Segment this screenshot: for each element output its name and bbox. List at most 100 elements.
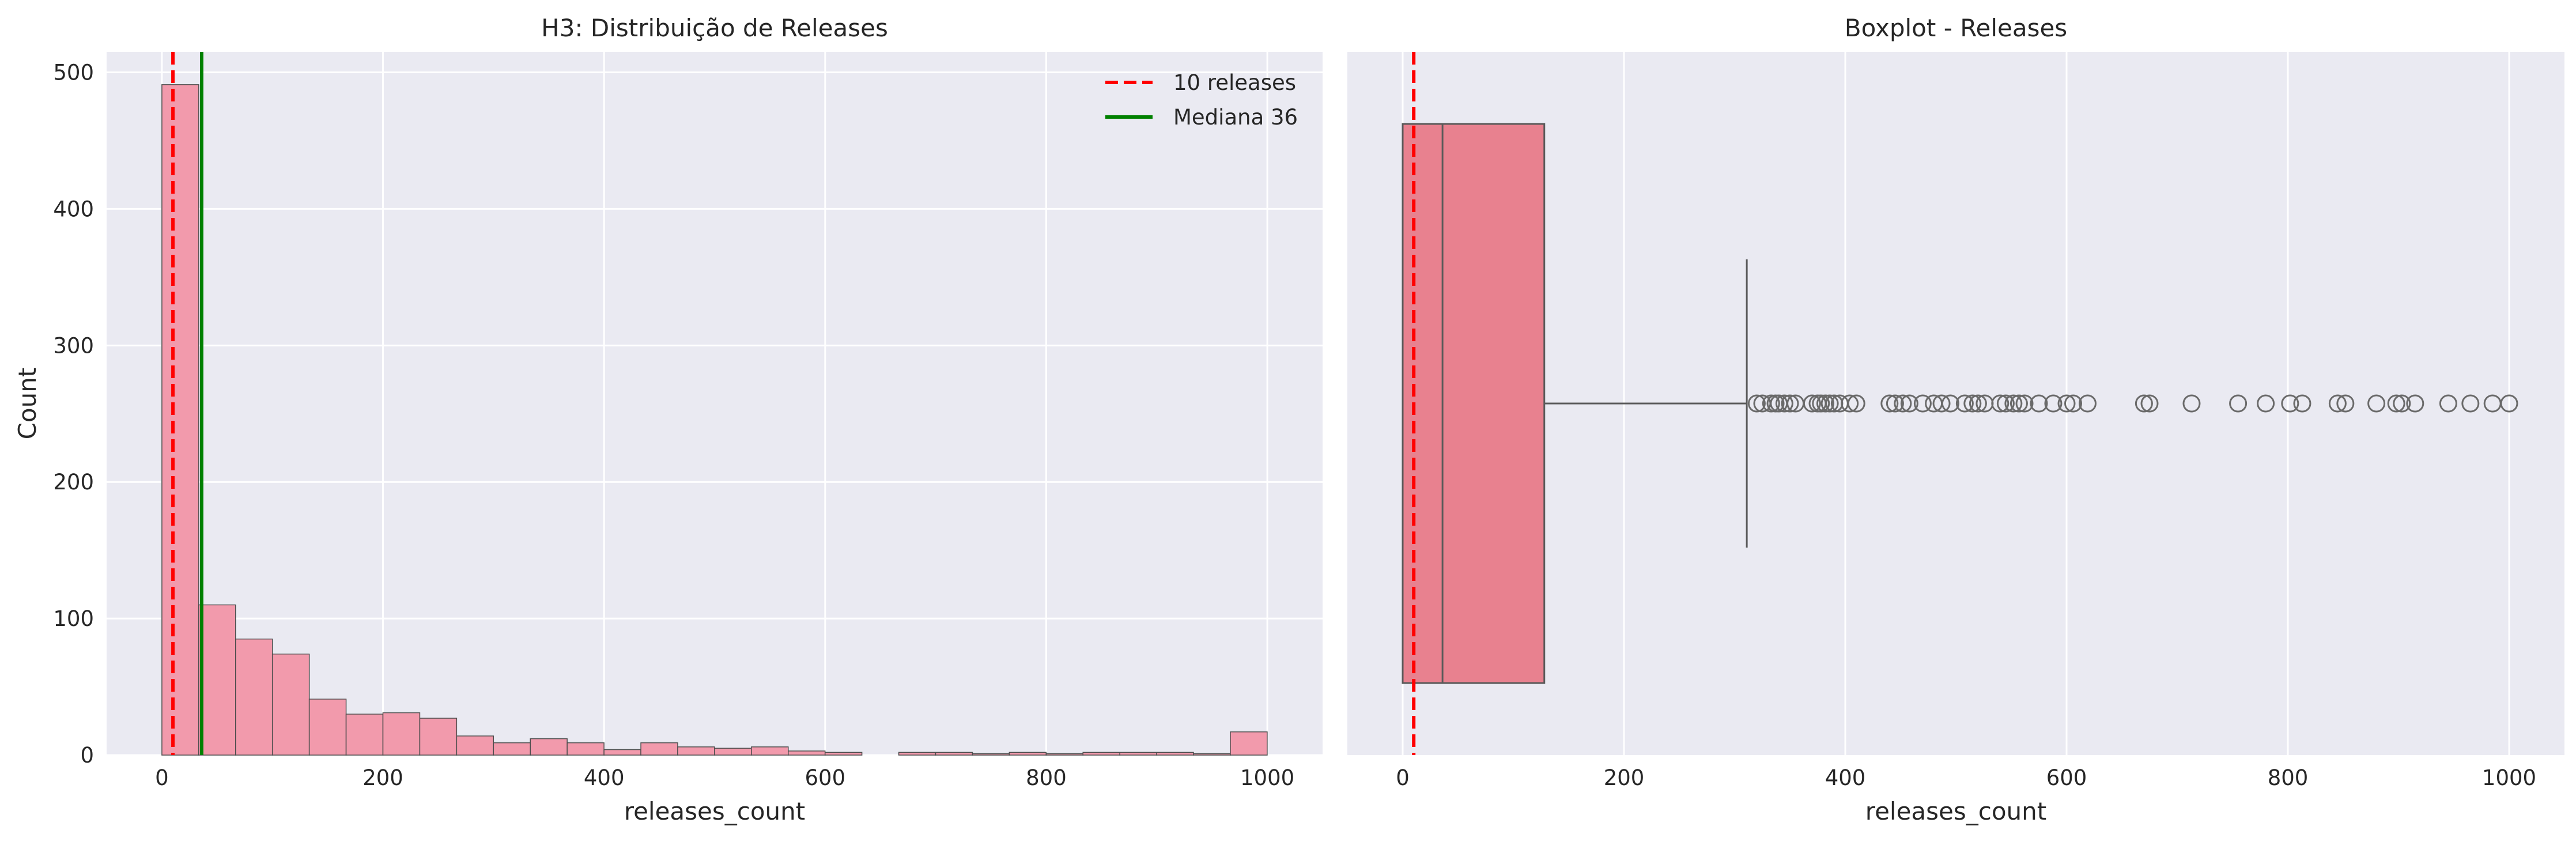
boxplot-outlier-point [2140,394,2159,413]
boxplot-x-tick: 600 [2046,765,2087,790]
histogram-bar [566,742,605,756]
boxplot-panel: 0 200 400 600 800 1000 Boxplot - Releases rel… [1347,14,2564,825]
boxplot-outlier-point [1781,394,1799,413]
boxplot-outlier-point [1955,394,1974,413]
boxplot-outlier-point [1963,394,1982,413]
histogram-bar [1045,753,1083,756]
boxplot-outlier-point [2004,394,2023,413]
boxplot-x-tick: 200 [1604,765,1645,790]
histogram-y-tick: 200 [53,470,94,495]
boxplot-outlier-point [1841,394,1859,413]
histogram-bar [1193,753,1231,756]
histogram-y-axis-label: Count [13,368,41,440]
boxplot-outlier-point [2461,394,2480,413]
boxplot-x-tick: 1000 [2482,765,2536,790]
boxplot-outliers [1747,394,2518,413]
histogram-bar [677,746,715,756]
histogram-bar [456,735,494,756]
histogram-bars [161,84,1268,756]
histogram-bar [1230,731,1268,756]
histogram-bar [382,712,421,756]
boxplot-outlier-point [2406,394,2424,413]
boxplot-outlier-point [1913,394,1932,413]
boxplot-outlier-point [2328,394,2347,413]
boxplot-outlier-point [1812,394,1830,413]
boxplot-title: Boxplot - Releases [1845,14,2067,42]
boxplot-x-axis-label: releases_count [1865,797,2047,825]
histogram-y-tick: 300 [53,333,94,358]
histogram-bar [161,84,199,756]
boxplot-outlier-point [2393,394,2411,413]
boxplot-outlier-point [1775,394,1793,413]
histogram-x-axis-label: releases_count [624,797,806,825]
histogram-panel: 0 200 400 600 800 1000 0 100 200 300 400 500 H3: D… [13,14,1323,825]
histogram-bar [824,752,863,756]
histogram-x-tick: 1000 [1240,765,1294,790]
boxplot-outlier-point [2030,394,2048,413]
boxplot-outlier-point [2010,394,2028,413]
boxplot-outlier-point [2367,394,2386,413]
legend-label-10-releases: 10 releases [1173,70,1296,95]
histogram-y-tick-labels: 0 100 200 300 400 500 [53,61,94,768]
boxplot-outlier-point [2281,394,2299,413]
histogram-bar [1009,752,1047,756]
histogram-bar [751,746,789,756]
histogram-bar [530,738,568,756]
histogram-bar [493,742,531,756]
histogram-x-tick: 200 [362,765,403,790]
histogram-y-tick: 400 [53,197,94,221]
boxplot-outlier-point [1816,394,1834,413]
boxplot-outlier-point [2064,394,2083,413]
boxplot-outlier-point [1991,394,2010,413]
histogram-bar [308,699,347,756]
histogram-bar [419,718,458,756]
boxplot-outlier-point [2293,394,2311,413]
boxplot-outlier-point [2336,394,2355,413]
histogram-bar [714,748,752,756]
histogram-bar [640,742,678,756]
boxplot-outlier-point [2229,394,2248,413]
boxplot-outlier-point [1969,394,1987,413]
histogram-y-tick: 100 [53,606,94,631]
histogram-bar [235,638,273,756]
histogram-bar [1082,752,1120,756]
histogram-bar [271,653,310,756]
histogram-x-tick-labels: 0 200 400 600 800 1000 [155,765,1294,790]
boxplot-outlier-point [1820,394,1839,413]
histogram-x-tick: 0 [155,765,169,790]
histogram-x-tick: 800 [1026,765,1067,790]
histogram-legend: 10 releases Mediana 36 [1105,70,1298,130]
boxplot-outlier-point [2387,394,2405,413]
histogram-bar [935,752,973,756]
boxplot-outlier-point [1762,394,1780,413]
boxplot-outlier-point [1941,394,1959,413]
histogram-y-tick: 500 [53,61,94,85]
boxplot-outlier-point [2257,394,2275,413]
histogram-title: H3: Distribuição de Releases [541,14,888,42]
boxplot-outlier-point [1894,394,1912,413]
histogram-bar [198,604,236,756]
boxplot-outlier-point [2057,394,2076,413]
boxplot-box [1402,123,1546,684]
histogram-plot-area [107,52,1323,755]
boxplot-outlier-point [2182,394,2201,413]
boxplot-x-tick: 400 [1825,765,1866,790]
legend-label-mediana: Mediana 36 [1173,105,1298,130]
histogram-bar [345,714,384,756]
histogram-reference-lines [171,52,203,755]
histogram-bar [1156,752,1194,756]
histogram-bar [788,750,826,756]
histogram-bar [603,749,641,756]
boxplot-outlier-point [2500,394,2518,413]
boxplot-outlier-point [1847,394,1865,413]
histogram-bar [1119,752,1157,756]
boxplot-x-tick: 0 [1396,765,1410,790]
boxplot-outlier-point [2135,394,2153,413]
boxplot-outlier-point [1886,394,1904,413]
boxplot-outlier-point [2044,394,2063,413]
boxplot-box-group [1402,123,1748,684]
histogram-x-tick: 400 [584,765,625,790]
histogram-x-tick: 600 [805,765,846,790]
boxplot-x-tick: 800 [2268,765,2309,790]
